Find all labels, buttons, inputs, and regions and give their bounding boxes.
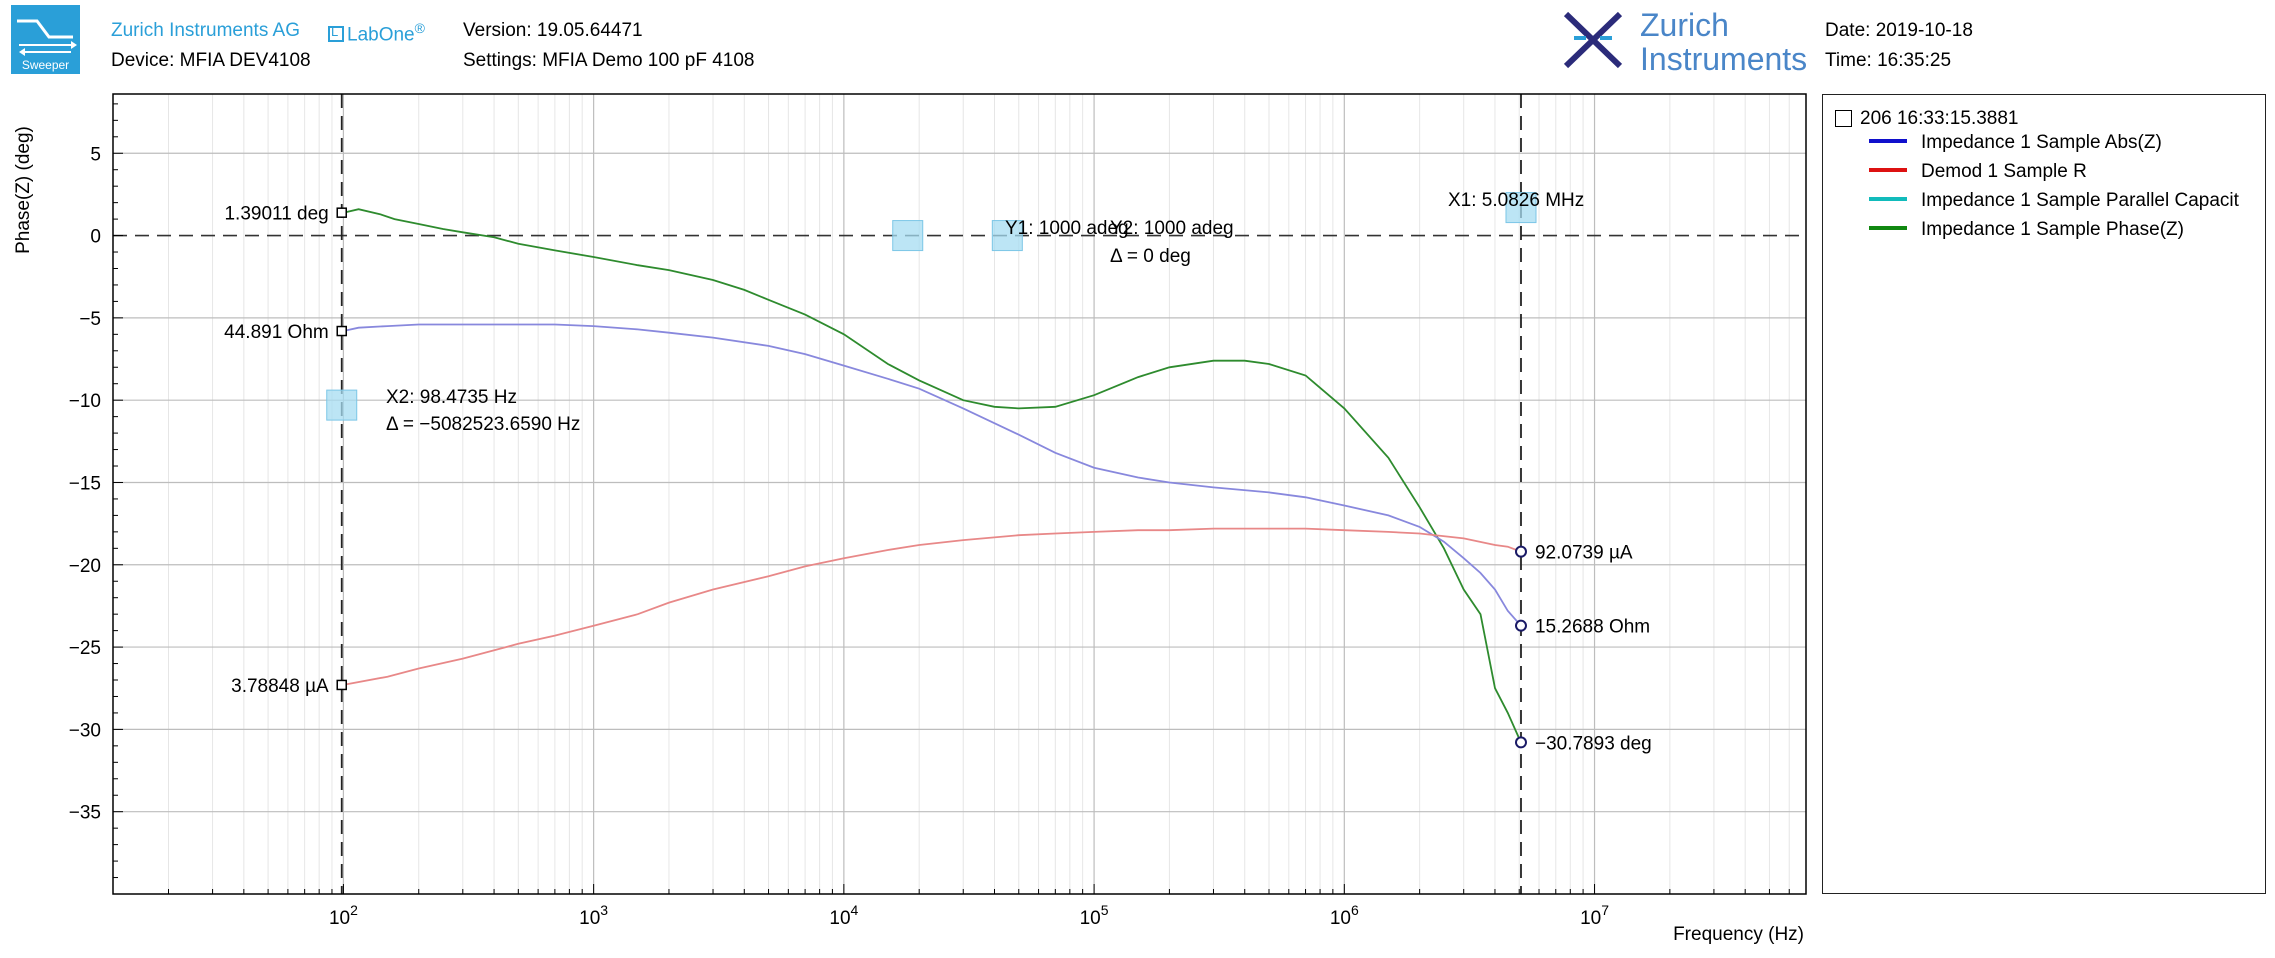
x-tick-label: 106	[1330, 902, 1359, 929]
cursor-y1-handle[interactable]	[892, 220, 924, 252]
legend-title: 206 16:33:15.3881	[1835, 108, 2019, 130]
marker-right-point	[1514, 736, 1527, 749]
brand-line2: Instruments	[1640, 41, 1808, 77]
axis-layer: 5 0 −5 −10 −15 −20 −25 −30 −35 102 103 104 105 106 107	[69, 103, 1807, 929]
sweeper-logo: Sweeper	[11, 5, 80, 74]
legend-checkbox[interactable]	[1835, 110, 1852, 127]
legend-item-absz[interactable]: Impedance 1 Sample Abs(Z)	[1869, 132, 2261, 154]
x-axis-label: Frequency (Hz)	[1673, 924, 1804, 945]
labone-text: LabOne	[347, 24, 415, 46]
sweeper-logo-label: Sweeper	[21, 58, 70, 72]
marker-left-label: 44.891 Ohm	[224, 322, 329, 343]
settings-label: Settings: MFIA Demo 100 pF 4108	[463, 50, 755, 71]
legend-swatch	[1869, 139, 1907, 143]
series-layer	[343, 208, 1522, 743]
company-name: Zurich Instruments AG	[111, 20, 301, 41]
labone-reg: ®	[414, 20, 425, 36]
legend-panel: 206 16:33:15.3881 Impedance 1 Sample Abs…	[1822, 94, 2266, 894]
y-axis-label: Phase(Z) (deg)	[13, 126, 34, 254]
cursor-x1-handle[interactable]	[1505, 192, 1537, 224]
marker-right-label: −30.7893 deg	[1535, 733, 1652, 754]
legend-title-text: 206 16:33:15.3881	[1860, 108, 2019, 129]
y-tick-label: −20	[69, 556, 101, 577]
series-line-r	[343, 527, 1522, 686]
labone-icon	[328, 24, 344, 43]
y-tick-label: −35	[69, 803, 101, 824]
x-tick-label: 107	[1580, 902, 1609, 929]
legend-item-label: Impedance 1 Sample Phase(Z)	[1921, 219, 2184, 240]
labone-brand: LabOne®	[328, 20, 425, 46]
cursor-y-delta: Δ = 0 deg	[1110, 246, 1191, 267]
y-tick-label: −30	[69, 720, 101, 741]
legend-swatch	[1869, 226, 1907, 230]
sweeper-icon	[17, 19, 77, 56]
phase-plot[interactable]: 1.39011 deg 44.891 Ohm 3.78848 µA 92.0739 µ…	[0, 0, 1815, 958]
legend-item-r[interactable]: Demod 1 Sample R	[1869, 161, 2261, 183]
cursor-y1-label: Y1: 1000 adeg	[1005, 218, 1129, 239]
zurich-instruments-brand: Zurich Instruments	[1640, 8, 1807, 76]
cursor-x2-label: X2: 98.4735 Hz	[386, 387, 517, 408]
cursor-x2-delta: Δ = −5082523.6590 Hz	[386, 414, 580, 435]
cursor-layer[interactable]: 1.39011 deg 44.891 Ohm 3.78848 µA 92.0739 µ…	[224, 94, 1652, 894]
minor-gridlines	[168, 94, 1807, 894]
marker-left-label: 3.78848 µA	[231, 676, 329, 697]
y-tick-label: −15	[69, 473, 101, 494]
legend-item-label: Impedance 1 Sample Parallel Capacit	[1921, 190, 2239, 211]
marker-left-label: 1.39011 deg	[224, 204, 328, 225]
marker-right-point	[1514, 619, 1527, 632]
date-label: Date: 2019-10-18	[1825, 20, 1973, 41]
marker-right-label: 15.2688 Ohm	[1535, 617, 1650, 638]
marker-right-point	[1514, 545, 1527, 558]
time-label: Time: 16:35:25	[1825, 50, 1952, 71]
x-tick-label: 103	[579, 902, 608, 929]
cursor-y2-label: Y2: 1000 adeg	[1110, 218, 1234, 239]
cursor-x2-handle[interactable]	[326, 389, 358, 421]
x-tick-label: 102	[329, 902, 358, 929]
series-line-phase	[343, 208, 1522, 743]
legend-swatch	[1869, 168, 1907, 172]
x-tick-label: 105	[1080, 902, 1109, 929]
marker-left-point	[336, 325, 347, 337]
device-label: Device: MFIA DEV4108	[111, 50, 311, 71]
marker-left-point	[336, 207, 347, 218]
y-tick-label: 0	[90, 227, 101, 248]
brand-line1: Zurich	[1640, 7, 1729, 43]
cursor-y2-handle[interactable]	[991, 220, 1023, 252]
plot-frame	[112, 93, 1807, 895]
legend-item-label: Impedance 1 Sample Abs(Z)	[1921, 132, 2162, 153]
marker-right-label: 92.0739 µA	[1535, 543, 1633, 564]
y-tick-label: −10	[69, 391, 101, 412]
version-label: Version: 19.05.64471	[463, 20, 643, 41]
major-gridlines	[113, 94, 1806, 894]
legend-item-capacitance[interactable]: Impedance 1 Sample Parallel Capacit	[1869, 190, 2261, 212]
marker-left-point	[336, 679, 347, 691]
zurich-instruments-logo-icon	[1563, 11, 1623, 69]
y-tick-label: −25	[69, 638, 101, 659]
legend-item-phase[interactable]: Impedance 1 Sample Phase(Z)	[1869, 219, 2261, 241]
legend-swatch	[1869, 197, 1907, 201]
y-tick-label: −5	[79, 309, 101, 330]
legend-item-label: Demod 1 Sample R	[1921, 161, 2087, 182]
x-tick-label: 104	[829, 902, 858, 929]
cursor-x1-label: X1: 5.0826 MHz	[1448, 190, 1584, 211]
y-tick-label: 5	[90, 144, 101, 165]
